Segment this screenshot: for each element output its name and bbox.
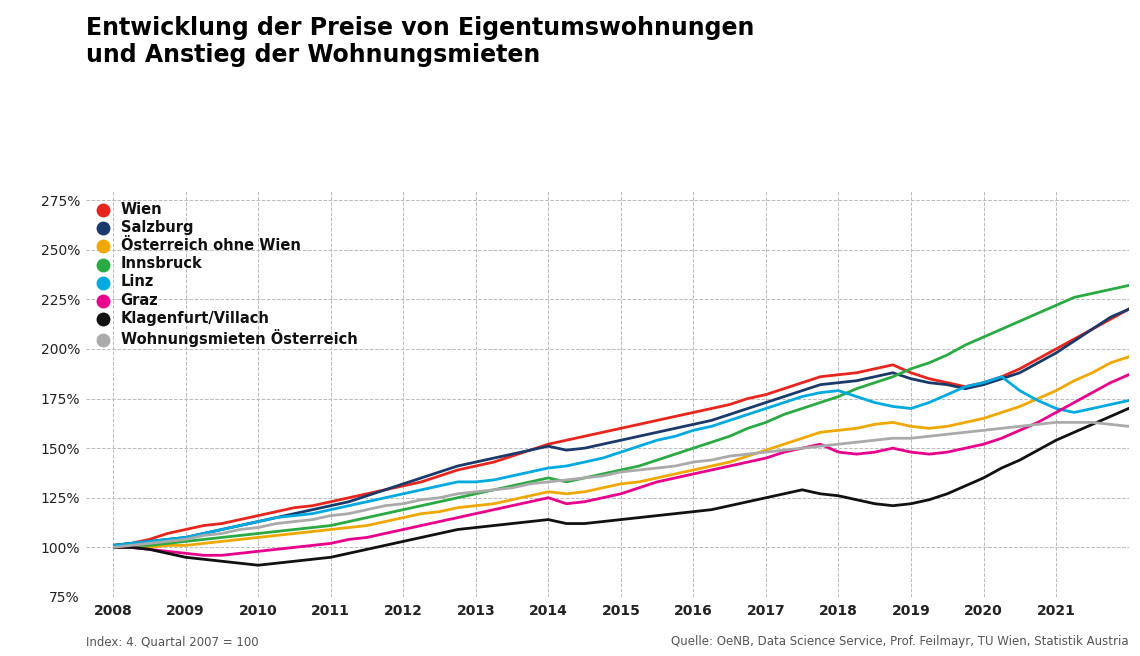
Klagenfurt/Villach	[306, 556, 319, 564]
Wien	[378, 486, 392, 494]
Klagenfurt/Villach	[487, 522, 500, 529]
Innsbruck	[106, 543, 120, 551]
Line: Klagenfurt/Villach: Klagenfurt/Villach	[113, 395, 1140, 565]
Wohnungsmieten Österreich	[450, 490, 464, 498]
Linz	[450, 478, 464, 486]
Text: und Anstieg der Wohnungsmieten: und Anstieg der Wohnungsmieten	[86, 43, 539, 67]
Wohnungsmieten Österreich	[378, 502, 392, 510]
Graz	[796, 444, 809, 452]
Salzburg	[469, 458, 482, 466]
Line: Linz: Linz	[113, 377, 1140, 545]
Text: Quelle: OeNB, Data Science Service, Prof. Feilmayr, TU Wien, Statistik Austria: Quelle: OeNB, Data Science Service, Prof…	[671, 635, 1129, 648]
Salzburg	[777, 393, 791, 401]
Wien	[287, 504, 301, 512]
Text: Index: 4. Quartal 2007 = 100: Index: 4. Quartal 2007 = 100	[86, 635, 258, 648]
Linz	[995, 373, 1009, 380]
Österreich ohne Wien	[777, 440, 791, 448]
Salzburg	[450, 462, 464, 470]
Innsbruck	[450, 494, 464, 502]
Innsbruck	[469, 490, 482, 498]
Klagenfurt/Villach	[796, 486, 809, 494]
Wohnungsmieten Österreich	[106, 543, 120, 551]
Line: Wien: Wien	[113, 274, 1140, 545]
Klagenfurt/Villach	[106, 543, 120, 551]
Salzburg	[106, 541, 120, 549]
Graz	[469, 510, 482, 518]
Text: Entwicklung der Preise von Eigentumswohnungen: Entwicklung der Preise von Eigentumswohn…	[86, 16, 754, 41]
Wohnungsmieten Österreich	[469, 488, 482, 496]
Linz	[777, 399, 791, 407]
Österreich ohne Wien	[378, 518, 392, 525]
Wohnungsmieten Österreich	[287, 518, 301, 525]
Wohnungsmieten Österreich	[777, 446, 791, 454]
Österreich ohne Wien	[287, 529, 301, 537]
Linz	[415, 486, 429, 494]
Österreich ohne Wien	[450, 504, 464, 512]
Graz	[397, 525, 410, 533]
Graz	[487, 506, 500, 514]
Klagenfurt/Villach	[469, 523, 482, 531]
Linz	[469, 478, 482, 486]
Linz	[287, 512, 301, 520]
Line: Österreich ohne Wien: Österreich ohne Wien	[113, 323, 1140, 547]
Line: Innsbruck: Innsbruck	[113, 279, 1140, 547]
Österreich ohne Wien	[469, 502, 482, 510]
Salzburg	[415, 474, 429, 482]
Wohnungsmieten Österreich	[1049, 419, 1062, 426]
Klagenfurt/Villach	[433, 529, 447, 537]
Klagenfurt/Villach	[397, 537, 410, 545]
Wien	[415, 478, 429, 486]
Österreich ohne Wien	[106, 543, 120, 551]
Line: Wohnungsmieten Österreich: Wohnungsmieten Österreich	[113, 422, 1140, 547]
Salzburg	[287, 510, 301, 518]
Klagenfurt/Villach	[251, 562, 264, 569]
Graz	[306, 541, 319, 549]
Linz	[106, 541, 120, 549]
Line: Salzburg: Salzburg	[113, 274, 1140, 545]
Wien	[106, 541, 120, 549]
Salzburg	[378, 486, 392, 494]
Wohnungsmieten Österreich	[415, 496, 429, 504]
Graz	[197, 551, 211, 559]
Wien	[450, 466, 464, 474]
Wien	[777, 384, 791, 392]
Innsbruck	[378, 510, 392, 518]
Wien	[469, 462, 482, 470]
Legend: Wien, Salzburg, Österreich ohne Wien, Innsbruck, Linz, Graz, Klagenfurt/Villach,: Wien, Salzburg, Österreich ohne Wien, In…	[104, 201, 358, 347]
Innsbruck	[777, 411, 791, 419]
Graz	[433, 518, 447, 525]
Linz	[378, 494, 392, 502]
Line: Graz: Graz	[113, 353, 1140, 555]
Graz	[106, 543, 120, 551]
Österreich ohne Wien	[415, 510, 429, 518]
Innsbruck	[287, 525, 301, 533]
Innsbruck	[415, 502, 429, 510]
